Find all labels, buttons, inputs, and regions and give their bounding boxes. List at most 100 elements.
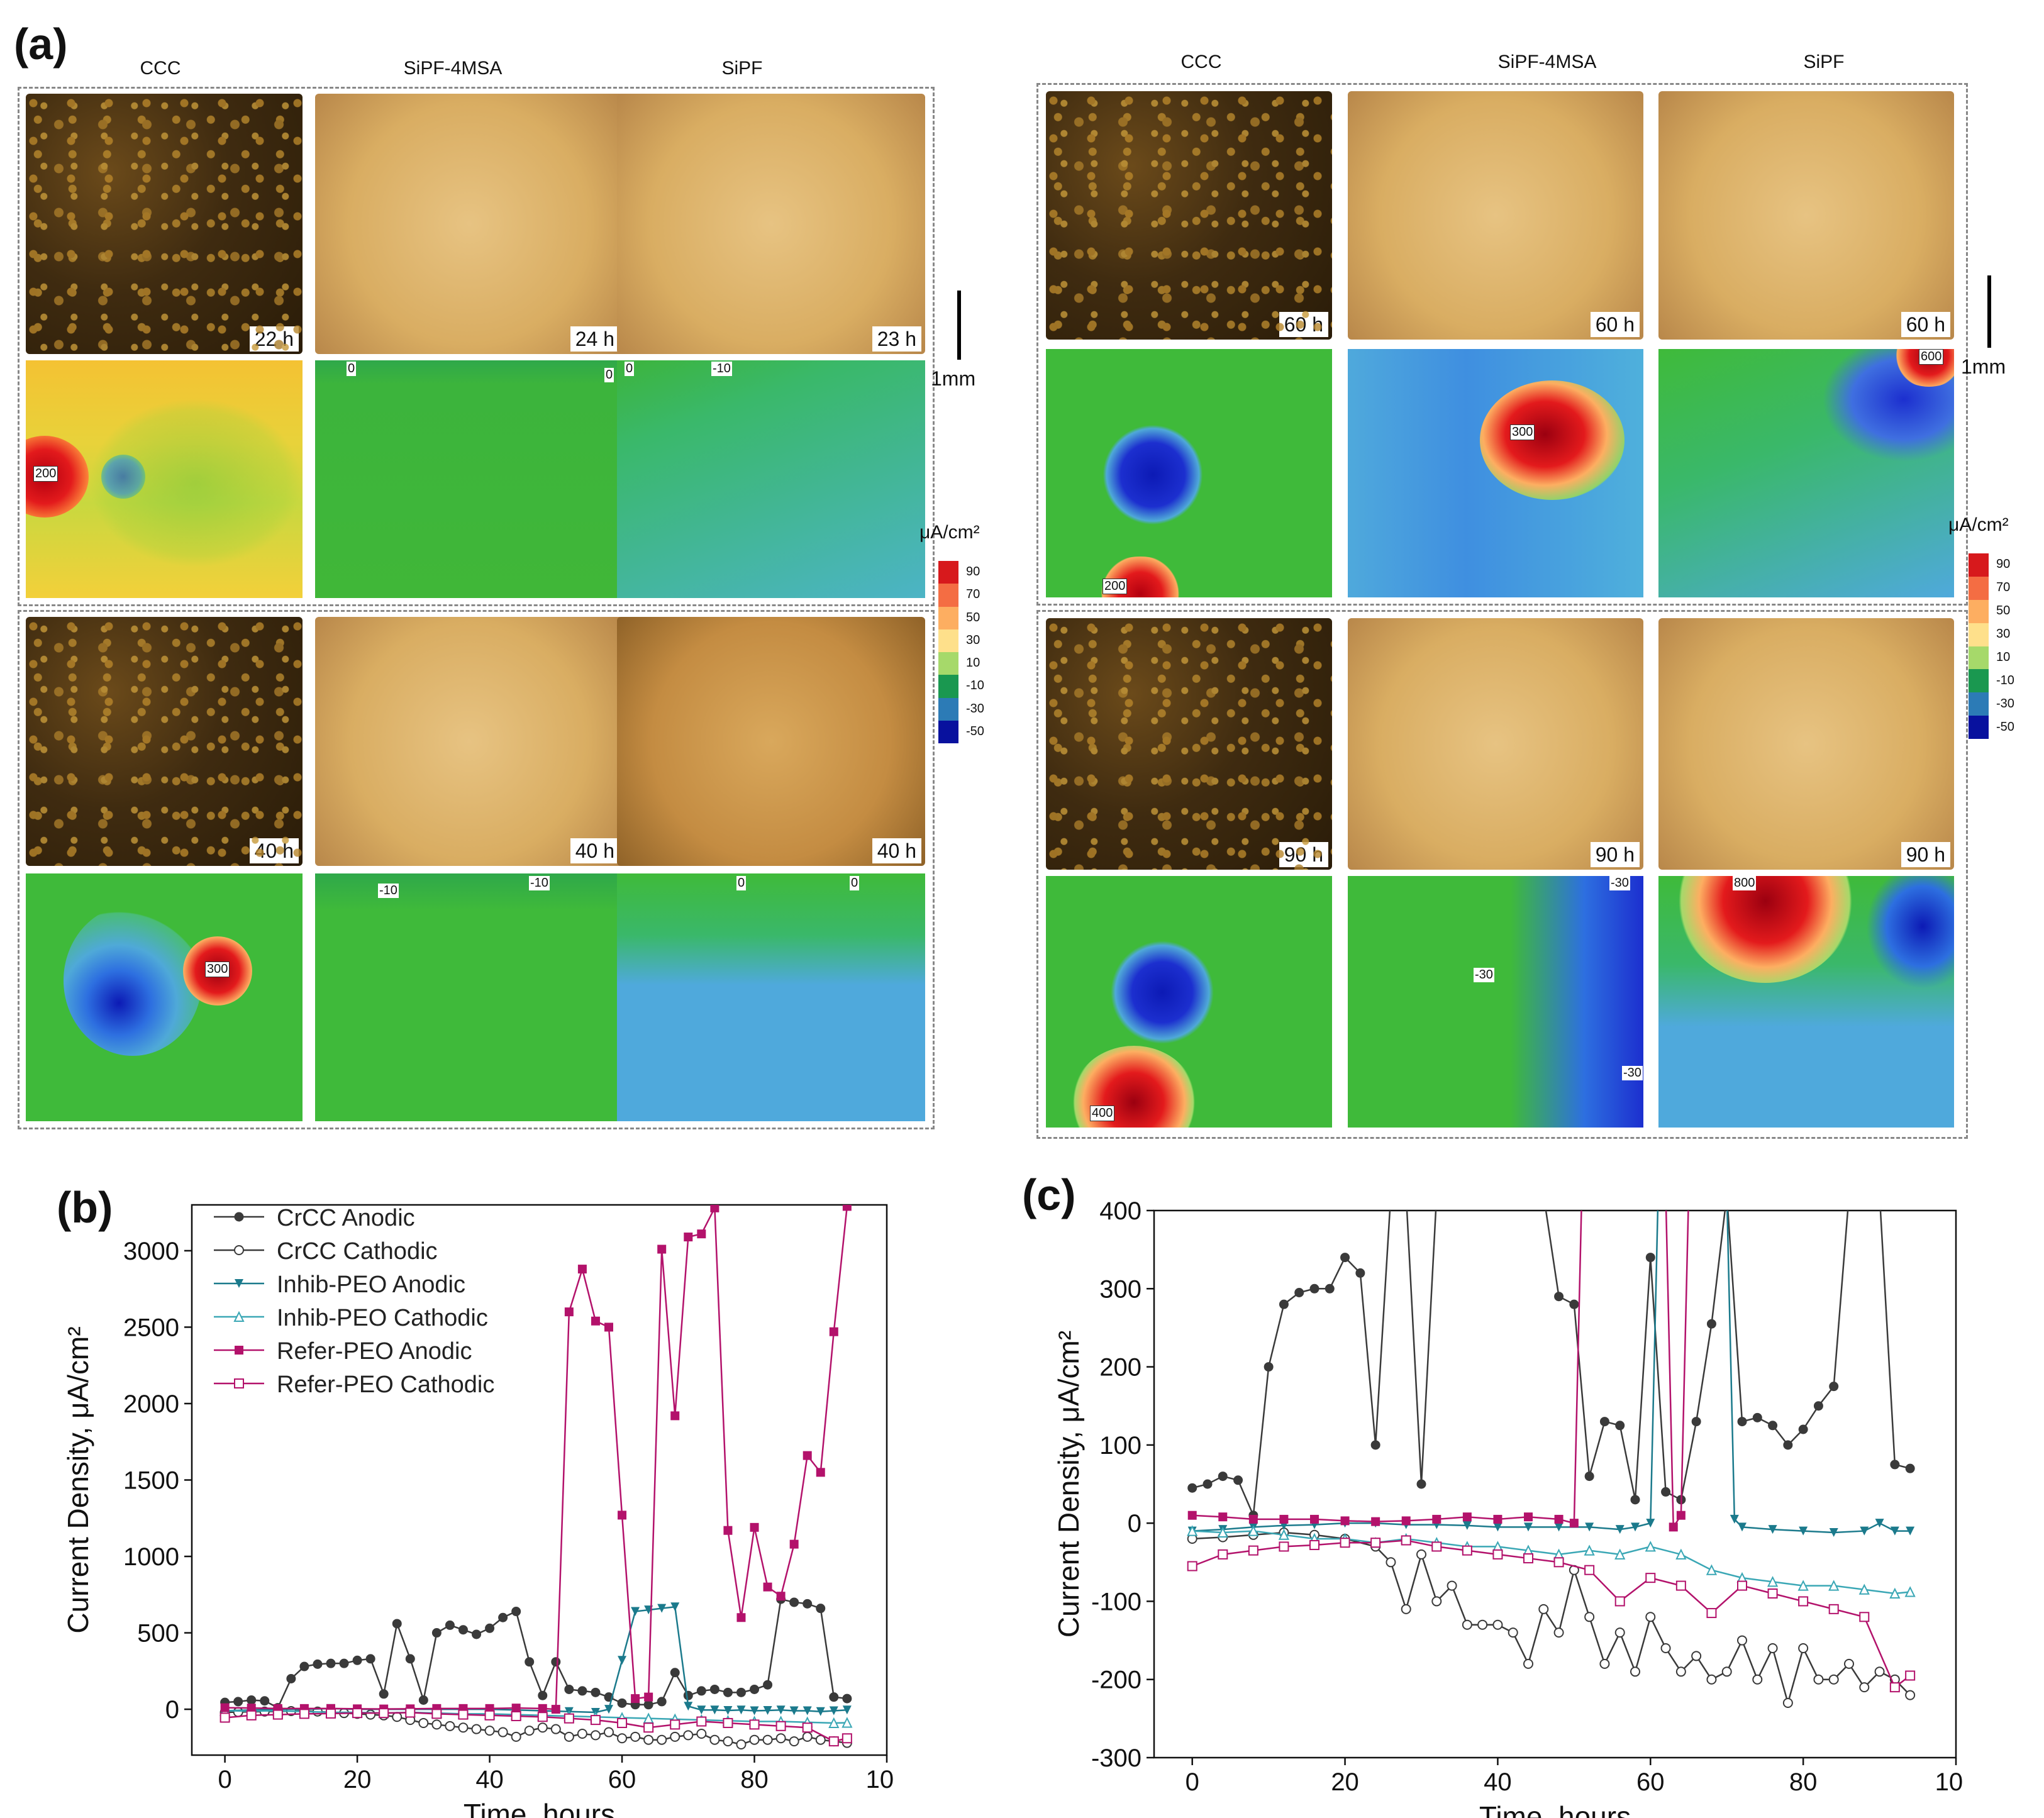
data-point — [775, 1721, 786, 1731]
contour-label: -30 — [1474, 968, 1494, 982]
data-point — [1523, 1658, 1533, 1669]
data-point — [749, 1734, 760, 1745]
data-point — [1662, 1190, 1670, 1199]
data-point — [1614, 1596, 1625, 1607]
colorbar-tick-label: -50 — [966, 724, 984, 738]
map-sipf-90h: 800 — [1658, 876, 1954, 1128]
data-point — [1737, 1635, 1747, 1646]
data-point — [1614, 1627, 1625, 1638]
data-point — [829, 1327, 838, 1336]
data-point — [1524, 1512, 1533, 1522]
data-point — [1355, 1268, 1365, 1278]
x-axis-label: Time, hours — [464, 1798, 615, 1818]
data-point — [577, 1728, 587, 1739]
map-sipf4msa-24h: 0 0 — [315, 360, 623, 598]
data-point — [829, 1692, 839, 1702]
data-point — [1432, 1514, 1441, 1524]
data-point — [803, 1451, 812, 1460]
data-point — [1599, 1658, 1610, 1669]
data-point — [1523, 1553, 1533, 1564]
data-point — [1875, 1190, 1884, 1199]
data-point — [789, 1539, 799, 1549]
colorbar-tick-label: 70 — [1996, 580, 2011, 595]
time-label: 90 h — [1590, 842, 1640, 867]
colorbar-left: 90 70 50 30 10 -10 -30 -50 — [938, 561, 984, 743]
data-point — [1584, 1565, 1595, 1575]
data-point — [1462, 1521, 1472, 1530]
data-point — [789, 1706, 799, 1715]
colorbar-swatch — [938, 629, 958, 652]
data-point — [1631, 1522, 1640, 1532]
y-tick-label: 1500 — [123, 1467, 179, 1495]
data-point — [1539, 1190, 1548, 1199]
data-point — [1554, 1522, 1564, 1532]
colorbar-swatch — [1969, 599, 1989, 623]
map-ccc-22h: 200 — [26, 360, 303, 598]
data-point — [776, 1705, 786, 1715]
colorbar-swatch — [1969, 716, 1989, 739]
data-point — [1508, 1627, 1518, 1638]
contour-label: 300 — [205, 962, 230, 977]
data-point — [1584, 1544, 1595, 1556]
data-point — [1905, 1463, 1915, 1473]
right-col-title-ccc: CCC — [1180, 52, 1222, 72]
data-point — [234, 1378, 244, 1388]
data-point — [684, 1702, 693, 1711]
contour-label: 0 — [850, 876, 860, 890]
data-point — [1584, 1612, 1595, 1622]
data-point — [683, 1690, 693, 1700]
map-sipf-60h: 600 — [1658, 349, 1954, 597]
data-point — [736, 1705, 746, 1715]
data-point — [1462, 1619, 1472, 1630]
map-ccc-60h: 200 — [1046, 349, 1332, 597]
data-point — [723, 1717, 733, 1728]
y-tick-label: 1000 — [123, 1543, 179, 1571]
colorbar-tick-label: 10 — [966, 656, 980, 670]
time-label: 22 h — [249, 326, 299, 352]
data-point — [604, 1322, 613, 1332]
data-point — [551, 1705, 560, 1714]
time-label: 40 h — [570, 838, 619, 863]
time-label: 60 h — [1901, 312, 1950, 337]
data-point — [1706, 1319, 1716, 1329]
data-point — [431, 1709, 442, 1719]
y-tick-label: 2500 — [123, 1314, 179, 1341]
data-point — [1386, 1557, 1396, 1568]
data-point — [697, 1229, 706, 1239]
data-point — [1798, 1596, 1809, 1607]
data-point — [1492, 1619, 1503, 1630]
data-point — [234, 1245, 244, 1255]
data-point — [1340, 1253, 1350, 1263]
y-tick-label: 3000 — [123, 1238, 179, 1265]
data-point — [1432, 1190, 1441, 1199]
data-point — [789, 1597, 799, 1607]
time-label: 60 h — [1590, 312, 1640, 337]
photo-sipf4msa-60h: 60 h — [1348, 91, 1643, 340]
data-point — [657, 1244, 667, 1254]
data-point — [802, 1722, 813, 1733]
data-point — [233, 1311, 245, 1322]
data-point — [1706, 1674, 1717, 1685]
data-point — [235, 1279, 243, 1288]
data-point — [1187, 1510, 1197, 1520]
cathodic-spot — [1103, 424, 1203, 525]
group-left-bottom: 40 h 40 h 40 h 300 -10 -10 0 0 — [18, 610, 935, 1129]
data-point — [405, 1654, 415, 1664]
data-point — [1676, 1510, 1686, 1520]
data-point — [723, 1736, 733, 1747]
y-tick-label: 300 — [1099, 1275, 1141, 1303]
data-point — [1662, 1190, 1670, 1199]
colorbar-tick-label: -30 — [966, 701, 984, 716]
data-point — [803, 1706, 812, 1715]
y-axis-label: Current Density, μA/cm² — [62, 1326, 94, 1633]
colorbar-tick-label: 30 — [1996, 627, 2011, 641]
legend-label: Refer-PEO Anodic — [277, 1338, 472, 1365]
data-point — [723, 1687, 733, 1697]
data-point — [829, 1706, 838, 1715]
colorbar-tick-label: 70 — [966, 587, 980, 602]
time-label: 60 h — [1279, 312, 1328, 337]
data-point — [1675, 1548, 1687, 1560]
data-point — [1340, 1538, 1350, 1548]
data-point — [1401, 1535, 1411, 1546]
data-point — [471, 1724, 482, 1734]
